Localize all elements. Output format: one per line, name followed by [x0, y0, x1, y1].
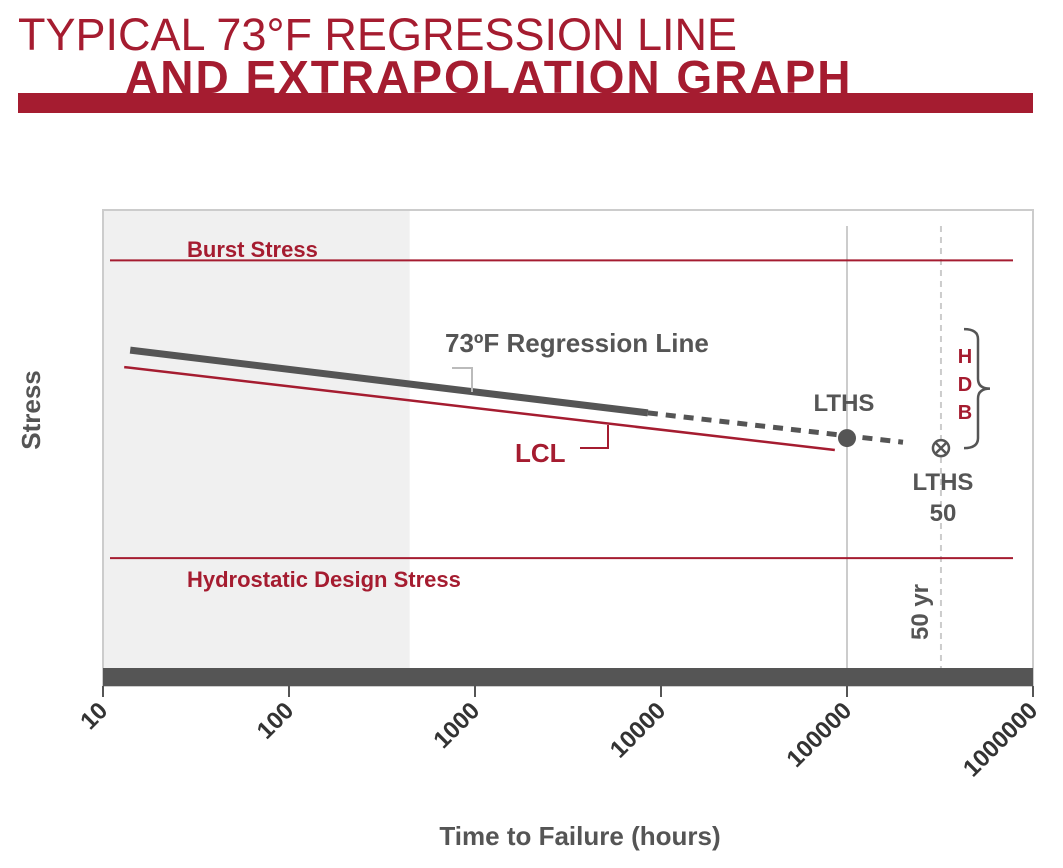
marker-cross: [935, 442, 947, 455]
lths-label: LTHS: [814, 390, 875, 417]
regression-label: 73ºF Regression Line: [445, 328, 709, 358]
x-tick-label: 100: [252, 697, 299, 744]
hdb-bracket: [963, 327, 991, 450]
plot: 10 100 1000 10000 100000 1000000: [75, 209, 1043, 782]
leader: [452, 367, 473, 392]
extrapolation-line: [647, 410, 904, 445]
axis-bar: [103, 668, 1033, 686]
title: TYPICAL 73°F REGRESSION LINE: [18, 9, 737, 60]
lcl-line: [124, 365, 835, 452]
lcl-label: LCL: [515, 438, 566, 468]
y-label: Stress: [16, 370, 46, 450]
hdb-letter: H: [958, 346, 972, 368]
x-tick-label: 1000000: [958, 697, 1043, 782]
x-tick-label: 10000: [605, 697, 671, 763]
lths50-label: LTHS: [913, 469, 974, 496]
regression-line: [129, 346, 649, 417]
burst-label: Burst Stress: [187, 237, 318, 262]
title-bar: [18, 93, 1033, 113]
shaded-region: [104, 211, 410, 668]
lths50-label: 50: [930, 500, 957, 527]
x-tick-label: 1000: [428, 697, 485, 754]
leader: [580, 425, 609, 449]
x-tick-label: 10: [75, 697, 113, 735]
x-tick-label: 100000: [782, 697, 858, 773]
hds-label: Hydrostatic Design Stress: [187, 567, 461, 592]
hdb-letter: D: [958, 374, 972, 396]
lths50-point: [931, 438, 951, 458]
lths-point: [838, 429, 856, 448]
50yr-label: 50 yr: [907, 584, 934, 640]
hdb-letter: B: [958, 402, 972, 424]
x-label: Time to Failure (hours): [439, 821, 720, 851]
